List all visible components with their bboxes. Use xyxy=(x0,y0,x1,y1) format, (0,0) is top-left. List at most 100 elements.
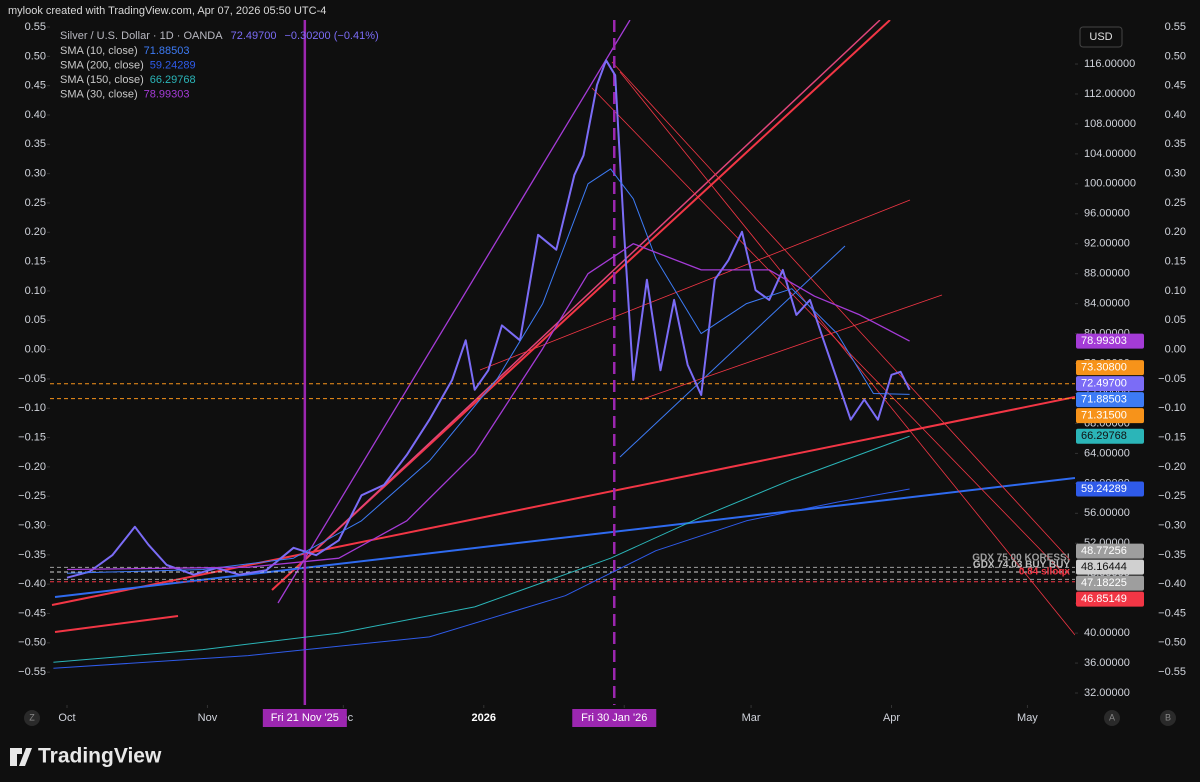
y2-tick-label: −0.50 xyxy=(1158,637,1186,649)
legend-value: 66.29768 xyxy=(150,74,196,86)
y2-tick-label: 0.45 xyxy=(1165,80,1186,92)
y2-tick-label: 0.00 xyxy=(25,344,46,356)
y2-tick-label: −0.40 xyxy=(18,578,46,590)
axis-tag xyxy=(1076,575,1144,591)
x-tick-label: 2026 xyxy=(472,712,496,724)
y-tick-label: 88.00000 xyxy=(1084,268,1130,280)
y2-tick-label: −0.10 xyxy=(18,402,46,414)
axis-tag xyxy=(1076,392,1144,408)
axis-tag xyxy=(1076,481,1144,497)
y2-tick-label: −0.20 xyxy=(18,461,46,473)
x-tick-label: Nov xyxy=(198,712,218,724)
trend-line xyxy=(479,199,911,371)
legend-name: SMA (10, close) xyxy=(60,45,138,57)
scale-button[interactable] xyxy=(1104,710,1120,726)
y2-tick-label: 0.50 xyxy=(25,50,46,62)
y2-tick-label: 0.45 xyxy=(25,80,46,92)
legend-value: 78.99303 xyxy=(144,88,190,100)
y2-tick-label: 0.20 xyxy=(1165,226,1186,238)
brand: TradingView xyxy=(38,745,162,768)
trend-line xyxy=(277,20,631,604)
y-tick-label: 64.00000 xyxy=(1084,447,1130,459)
axis-tag xyxy=(1076,408,1144,424)
series-line xyxy=(66,59,911,579)
y2-tick-label: 0.00 xyxy=(1165,344,1186,356)
legend-change: −0.30200 (−0.41%) xyxy=(284,30,378,42)
annotation: GDX 74.03 BUY BUY xyxy=(973,560,1070,571)
trend-line xyxy=(304,20,881,561)
y-tick-label: 56.00000 xyxy=(1084,507,1130,519)
axis-tag-label: 48.77256 xyxy=(1081,545,1127,557)
axis-tag xyxy=(1076,543,1144,559)
trend-line xyxy=(54,477,1075,598)
y2-tick-label: −0.05 xyxy=(18,373,46,385)
y2-tick-label: −0.55 xyxy=(18,666,46,678)
y2-tick-label: 0.20 xyxy=(25,226,46,238)
x-tick-label: May xyxy=(1017,712,1038,724)
y2-tick-label: 0.40 xyxy=(1165,109,1186,121)
y-tick-label: 112.00000 xyxy=(1084,88,1135,100)
y2-tick-label: 0.15 xyxy=(1165,256,1186,268)
axis-tag xyxy=(1076,591,1144,607)
currency-label: USD xyxy=(1089,31,1112,43)
y2-tick-label: −0.25 xyxy=(1158,490,1186,502)
trend-line xyxy=(619,71,1075,636)
axis-tag xyxy=(1076,333,1144,349)
y2-tick-label: 0.40 xyxy=(25,109,46,121)
series-line xyxy=(66,243,910,571)
trend-line xyxy=(619,245,846,458)
y2-tick-label: −0.30 xyxy=(1158,519,1186,531)
legend-value: 59.24289 xyxy=(150,59,196,71)
marker-label-box xyxy=(572,709,657,727)
scale-button-label: B xyxy=(1165,712,1171,722)
currency-button[interactable] xyxy=(1079,26,1123,48)
legend-value: 72.49700 xyxy=(231,30,277,42)
y-tick-label: 104.00000 xyxy=(1084,148,1136,160)
scale-button-label: Z xyxy=(29,712,35,722)
y2-tick-label: 0.10 xyxy=(25,285,46,297)
marker-label: Fri 21 Nov '25 xyxy=(271,712,339,724)
y2-tick-label: 0.10 xyxy=(1165,285,1186,297)
axis-tag-label: 71.31500 xyxy=(1081,410,1127,422)
y2-tick-label: 0.05 xyxy=(1165,314,1186,326)
axis-tag-label: 66.29768 xyxy=(1081,430,1127,442)
trend-line xyxy=(54,615,179,633)
y2-tick-label: 0.50 xyxy=(1165,50,1186,62)
y-tick-label: 96.00000 xyxy=(1084,208,1130,220)
y2-tick-label: −0.45 xyxy=(18,607,46,619)
x-tick-label: Oct xyxy=(58,712,75,724)
y2-tick-label: 0.55 xyxy=(25,21,46,33)
series-line xyxy=(66,168,910,574)
marker-label: Fri 30 Jan '26 xyxy=(581,712,647,724)
y2-tick-label: −0.10 xyxy=(1158,402,1186,414)
legend-name: SMA (30, close) xyxy=(60,88,138,100)
axis-tag-label: 46.85149 xyxy=(1081,593,1127,605)
y2-tick-label: −0.30 xyxy=(18,519,46,531)
logo-icon xyxy=(10,748,32,766)
y2-tick-label: −0.45 xyxy=(1158,607,1186,619)
series-line xyxy=(53,435,910,663)
y2-tick-label: 0.35 xyxy=(1165,138,1186,150)
axis-tag xyxy=(1076,559,1144,575)
y2-tick-label: −0.35 xyxy=(1158,549,1186,561)
y2-tick-label: 0.30 xyxy=(25,168,46,180)
caption: mylook created with TradingView.com, Apr… xyxy=(8,5,326,17)
y2-tick-label: 0.30 xyxy=(1165,168,1186,180)
scale-button[interactable] xyxy=(1160,710,1176,726)
legend-name: SMA (150, close) xyxy=(60,74,144,86)
y2-tick-label: 0.25 xyxy=(1165,197,1186,209)
y2-tick-label: −0.05 xyxy=(1158,373,1186,385)
x-tick-label: Apr xyxy=(883,712,900,724)
symbol-name: Silver / U.S. Dollar · 1D · OANDA xyxy=(60,30,223,42)
y-tick-label: 116.00000 xyxy=(1084,58,1135,70)
y-tick-label: 84.00000 xyxy=(1084,298,1130,310)
y-tick-label: 40.00000 xyxy=(1084,627,1130,639)
y2-tick-label: −0.50 xyxy=(18,637,46,649)
axis-tag xyxy=(1076,376,1144,392)
y2-tick-label: −0.15 xyxy=(1158,431,1186,443)
axis-tag-label: 78.99303 xyxy=(1081,335,1127,347)
y2-tick-label: 0.25 xyxy=(25,197,46,209)
axis-tag-label: 47.18225 xyxy=(1081,577,1127,589)
scale-button[interactable] xyxy=(24,710,40,726)
